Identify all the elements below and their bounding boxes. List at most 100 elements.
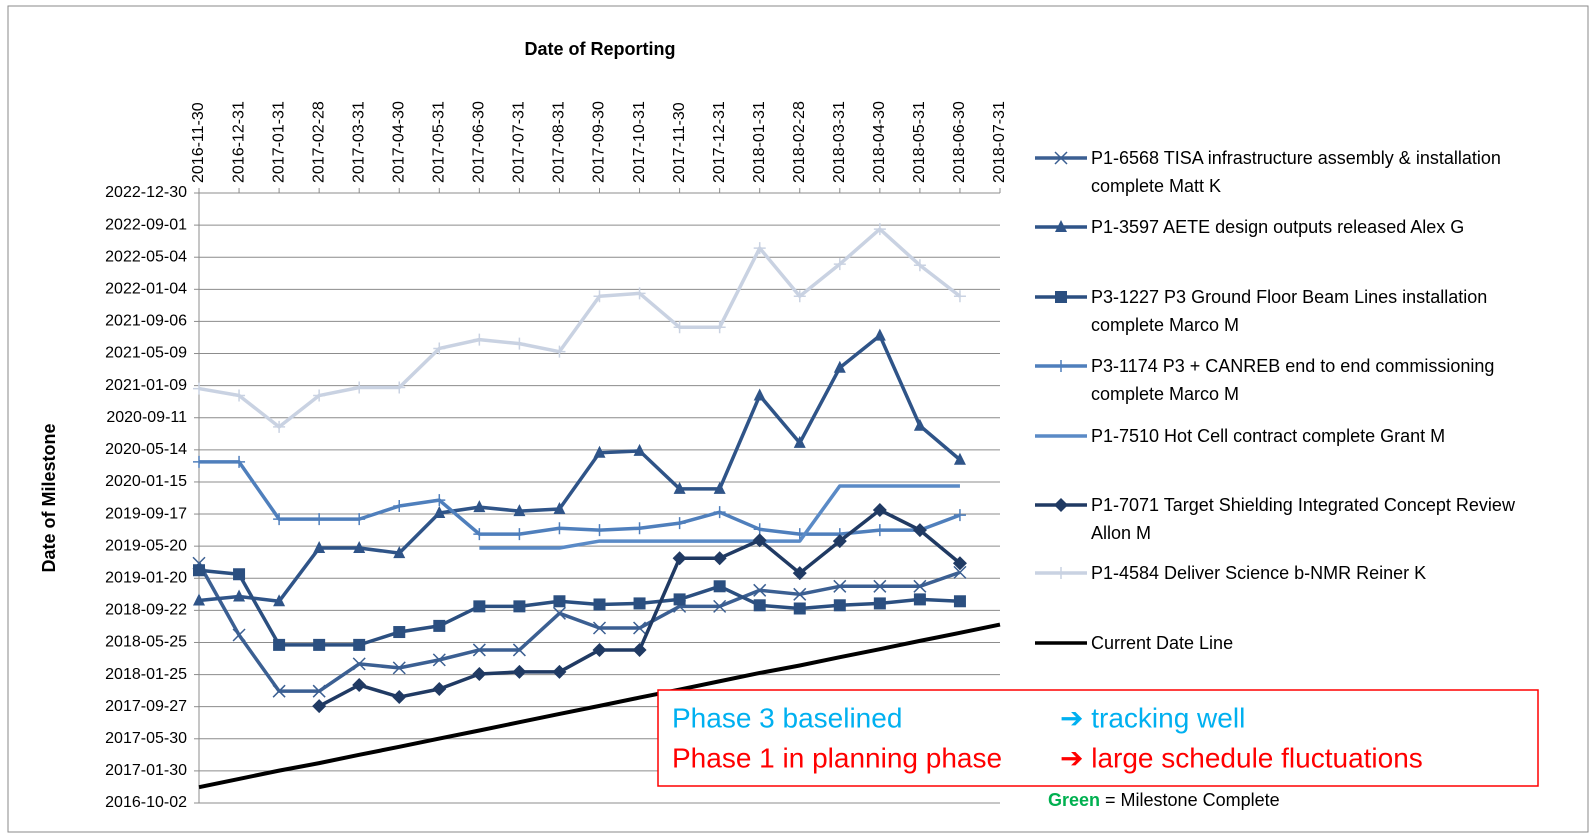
marker — [312, 684, 326, 698]
marker — [713, 599, 727, 613]
marker — [193, 593, 205, 606]
marker — [193, 564, 205, 577]
marker — [273, 594, 286, 607]
marker — [752, 533, 767, 548]
x-tick-label: 2017-03-31 — [350, 101, 367, 183]
marker — [313, 513, 326, 526]
marker — [393, 546, 406, 559]
x-tick-label: 2018-07-31 — [991, 101, 1008, 183]
marker — [472, 643, 486, 657]
x-tick-label: 2018-04-30 — [871, 101, 888, 183]
marker — [833, 579, 847, 593]
marker — [513, 600, 526, 613]
y-tick-label: 2018-01-25 — [105, 666, 187, 683]
marker — [553, 501, 566, 514]
marker — [1055, 567, 1067, 579]
y-tick-label: 2022-05-04 — [105, 248, 187, 265]
legend-item: P3-1174 P3 + CANREB end to end commissio… — [1035, 352, 1551, 408]
y-tick-label: 2019-05-20 — [105, 537, 187, 554]
marker — [873, 223, 886, 236]
legend-item: P1-3597 AETE design outputs released Ale… — [1035, 213, 1551, 241]
marker — [432, 653, 446, 667]
x-tick-label: 2017-09-30 — [591, 101, 608, 183]
marker — [912, 523, 927, 538]
y-tick-label: 2022-01-04 — [105, 281, 187, 298]
marker — [233, 389, 246, 402]
marker — [193, 455, 205, 468]
marker — [552, 606, 566, 620]
y-tick-label: 2021-09-06 — [105, 313, 187, 330]
y-tick-label: 2017-09-27 — [105, 698, 187, 715]
annotation-box — [657, 689, 1539, 787]
marker — [1054, 151, 1068, 165]
marker — [833, 258, 846, 271]
y-axis-title: Date of Milestone — [39, 423, 59, 572]
x-tick-label: 2018-03-31 — [831, 101, 848, 183]
x-tick-label: 2017-12-31 — [711, 101, 728, 183]
y-tick-label: 2020-01-15 — [105, 473, 187, 490]
legend-label: P1-3597 AETE design outputs released Ale… — [1091, 217, 1465, 237]
x-tick-label: 2017-08-31 — [551, 101, 568, 183]
x-tick-label: 2018-05-31 — [911, 101, 928, 183]
marker — [833, 599, 846, 612]
marker — [352, 657, 366, 671]
marker — [273, 420, 286, 433]
marker — [552, 664, 567, 679]
legend-label: P1-7510 Hot Cell contract complete Grant… — [1091, 426, 1446, 446]
x-tick-label: 2017-01-31 — [270, 101, 287, 183]
legend-label: P3-1227 P3 Ground Floor Beam Lines insta… — [1091, 287, 1488, 335]
legend-item: P3-1227 P3 Ground Floor Beam Lines insta… — [1035, 283, 1551, 339]
annotation-text: ➔ large schedule fluctuations — [1060, 742, 1423, 773]
marker — [913, 579, 927, 593]
marker — [353, 638, 366, 651]
marker — [713, 580, 726, 593]
marker — [513, 504, 526, 517]
series-line — [198, 333, 962, 604]
marker — [793, 602, 806, 615]
marker — [433, 342, 446, 355]
marker — [593, 524, 606, 537]
marker — [753, 599, 766, 612]
y-tick-label: 2017-01-30 — [105, 762, 187, 779]
y-tick-label: 2021-05-09 — [105, 345, 187, 362]
marker — [313, 638, 326, 651]
y-tick-label: 2017-05-30 — [105, 730, 187, 747]
series-line — [198, 568, 961, 647]
marker — [673, 481, 686, 494]
y-tick-label: 2020-05-14 — [105, 441, 187, 458]
series-line — [197, 562, 961, 693]
marker — [393, 500, 406, 513]
marker — [673, 593, 686, 606]
marker — [473, 500, 486, 513]
x-tick-label: 2018-02-28 — [791, 101, 808, 183]
marker — [233, 568, 246, 581]
marker — [313, 541, 326, 554]
series-line — [199, 460, 961, 536]
marker — [473, 333, 486, 346]
marker — [473, 600, 486, 613]
marker — [753, 388, 766, 401]
marker — [713, 481, 726, 494]
annotation-text: Phase 1 in planning phase — [672, 742, 1002, 773]
marker — [232, 628, 246, 642]
marker — [433, 494, 446, 507]
marker — [233, 455, 246, 468]
marker — [433, 505, 446, 518]
x-tick-label: 2017-06-30 — [471, 101, 488, 183]
legend-swatch — [1035, 434, 1087, 438]
marker — [953, 452, 966, 465]
marker — [512, 643, 526, 657]
note: Green = Milestone Complete — [1048, 790, 1280, 811]
marker — [513, 528, 526, 541]
marker — [633, 522, 646, 535]
legend-swatch — [1035, 567, 1087, 579]
note-label: Green — [1048, 790, 1101, 810]
y-tick-label: 2021-01-09 — [105, 377, 187, 394]
marker — [433, 619, 446, 632]
marker — [952, 556, 967, 571]
x-tick-label: 2017-05-31 — [431, 101, 448, 183]
marker — [353, 513, 366, 526]
marker — [592, 642, 607, 657]
marker — [512, 664, 527, 679]
legend-label: P3-1174 P3 + CANREB end to end commissio… — [1091, 356, 1495, 404]
